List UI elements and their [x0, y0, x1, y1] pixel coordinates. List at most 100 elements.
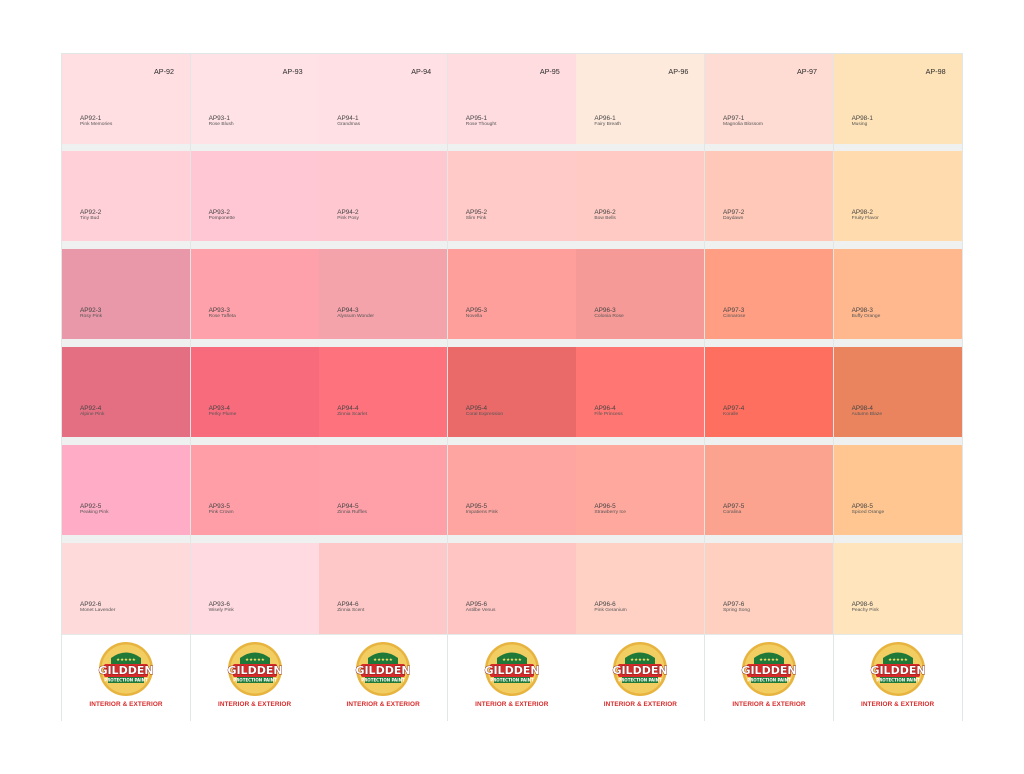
color-swatch: AP95-4 Coral Expression: [447, 347, 576, 437]
color-swatch: AP-97 AP97-1 Magnolia Blossom: [705, 54, 833, 144]
swatch-name: Perky Plume: [208, 412, 237, 417]
color-family-column: AP94-6 Zinnia Scent AP94-5 Zinnia Ruffles AP…: [319, 54, 448, 721]
logo-stars: ★★★★★: [373, 657, 393, 663]
swatch-code: AP95-1: [465, 115, 488, 122]
color-family-column: AP92-6 Monet Lavender AP92-5 Peaking Pink AP…: [62, 54, 190, 721]
swatch-name: Tiny Bud: [80, 216, 100, 221]
tagline: INTERIOR & EXTERIOR: [89, 701, 163, 708]
swatch-name: Daydawn: [723, 216, 744, 221]
swatch-code: AP98-1: [851, 115, 873, 122]
swatch-name: Cinnarose: [723, 314, 746, 319]
family-code-label: AP-97: [797, 67, 817, 76]
swatch-name: Zinnia Scarlet: [337, 412, 368, 417]
swatch-name: Rosy Pink: [80, 314, 103, 319]
swatch-code: AP93-5: [208, 503, 230, 510]
color-swatch: AP95-2 Slim Pink: [447, 151, 576, 241]
logo-word: GILDDEN: [356, 664, 411, 677]
logo-word: GILDDEN: [98, 664, 153, 677]
color-chart: AP92-6 Monet Lavender AP92-5 Peaking Pink AP…: [61, 53, 963, 721]
logo-stars: ★★★★★: [116, 657, 136, 663]
color-family-column: AP98-6 Peachy Pink AP98-5 Spiced Orange AP98…: [833, 54, 962, 721]
color-swatch: AP92-5 Peaking Pink: [62, 445, 190, 535]
swatch-code: AP94-5: [337, 503, 359, 510]
logo-subtitle: PROTECTION PAINT: [233, 678, 277, 683]
tagline: INTERIOR & EXTERIOR: [346, 701, 420, 708]
swatch-name: Pomponette: [208, 216, 235, 221]
swatch-code: AP96-6: [594, 601, 616, 608]
color-family-column: AP96-6 Pink Geranium AP96-5 Strawberry Ice A…: [576, 54, 705, 721]
logo-word: GILDDEN: [227, 664, 282, 677]
color-swatch: AP96-2 Bow Bells: [576, 151, 705, 241]
swatch-name: Pink Geranium: [594, 608, 627, 613]
color-swatch: AP97-5 Coralina: [705, 445, 833, 535]
swatch-name: Novella: [465, 314, 483, 319]
swatch-code: AP93-6: [208, 601, 230, 608]
logo-word: GILDDEN: [741, 664, 796, 677]
swatch-name: Strawberry Ice: [594, 510, 626, 515]
swatch-code: AP93-1: [208, 115, 230, 122]
swatch-code: AP93-2: [208, 209, 230, 216]
logo-word: GILDDEN: [870, 664, 925, 677]
logo-subtitle: PROTECTION PAINT: [747, 678, 791, 683]
swatch-code: AP97-4: [723, 405, 745, 412]
swatch-code: AP97-3: [723, 307, 745, 314]
color-swatch: AP94-4 Zinnia Scarlet: [319, 347, 448, 437]
swatch-name: Peachy Pink: [851, 608, 879, 613]
color-swatch: AP-96 AP96-1 Fairy Breath: [576, 54, 705, 144]
swatch-name: Coralina: [723, 510, 742, 515]
swatch-name: Coral Expression: [465, 412, 504, 417]
swatch-code: AP94-1: [337, 115, 359, 122]
logo-stars: ★★★★★: [245, 657, 265, 663]
swatch-code: AP97-5: [723, 503, 745, 510]
brand-footer: ★★★★★ GILDDEN PROTECTION PAINT INTERIOR …: [62, 634, 190, 721]
swatch-name: Spring Song: [723, 608, 750, 613]
swatch-name: Alpine Pink: [80, 412, 105, 417]
swatch-name: Fruity Flavor: [851, 216, 879, 221]
color-swatch: AP96-4 Fife Princess: [576, 347, 705, 437]
swatch-name: Autumn Blaze: [851, 412, 883, 417]
swatch-code: AP92-3: [80, 307, 102, 314]
color-swatch: AP-92 AP92-1 Pink Memories: [62, 54, 190, 144]
color-swatch: AP95-3 Novella: [447, 249, 576, 339]
color-swatch: AP93-5 Pink Crown: [190, 445, 319, 535]
swatch-code: AP98-5: [851, 503, 873, 510]
swatch-code: AP94-3: [337, 307, 359, 314]
brand-footer: ★★★★★ GILDDEN PROTECTION PAINT INTERIOR …: [190, 634, 319, 721]
logo-subtitle: PROTECTION PAINT: [361, 678, 405, 683]
swatch-code: AP94-6: [337, 601, 359, 608]
swatch-code: AP97-6: [723, 601, 745, 608]
color-swatch: AP95-6 Astilbe Venus: [447, 543, 576, 634]
tagline: INTERIOR & EXTERIOR: [475, 701, 549, 708]
brand-footer: ★★★★★ GILDDEN PROTECTION PAINT INTERIOR …: [319, 634, 448, 721]
swatch-name: Pink Memories: [80, 122, 113, 127]
swatch-name: Pink Crown: [208, 510, 234, 515]
color-swatch: AP98-6 Peachy Pink: [833, 543, 962, 634]
color-swatch: AP98-3 Buffy Orange: [833, 249, 962, 339]
color-swatch: AP94-5 Zinnia Ruffles: [319, 445, 448, 535]
logo-word: GILDDEN: [484, 664, 539, 677]
family-code-label: AP-95: [539, 67, 560, 76]
swatch-code: AP95-4: [465, 405, 488, 412]
swatch-code: AP95-6: [465, 601, 488, 608]
brand-footer: ★★★★★ GILDDEN PROTECTION PAINT INTERIOR …: [447, 634, 576, 721]
swatch-name: Monet Lavender: [80, 608, 116, 613]
swatch-name: Zinnia Scent: [337, 608, 365, 613]
swatch-code: AP94-2: [337, 209, 359, 216]
color-swatch: AP-95 AP95-1 Rose Thought: [447, 54, 576, 144]
swatch-name: Grandmas: [337, 122, 361, 127]
logo-subtitle: PROTECTION PAINT: [104, 678, 148, 683]
swatch-name: Musing: [851, 122, 868, 127]
color-swatch: AP97-4 Koralle: [705, 347, 833, 437]
swatch-name: Rose Thought: [465, 122, 497, 127]
swatch-code: AP96-4: [594, 405, 616, 412]
swatch-name: Impatiens Pink: [465, 510, 498, 515]
color-swatch: AP96-6 Pink Geranium: [576, 543, 705, 634]
tagline: INTERIOR & EXTERIOR: [217, 701, 292, 708]
swatch-name: Zinnia Ruffles: [337, 510, 367, 515]
swatch-name: Magnolia Blossom: [723, 122, 763, 127]
gildden-logo-icon: ★★★★★ GILDDEN PROTECTION PAINT: [484, 642, 540, 696]
color-family-column: AP93-6 Wisely Pink AP93-5 Pink Crown AP93-4 P…: [190, 54, 319, 721]
swatch-code: AP95-2: [465, 209, 488, 216]
brand-footer: ★★★★★ GILDDEN PROTECTION PAINT INTERIOR …: [576, 634, 705, 721]
brand-footer: ★★★★★ GILDDEN PROTECTION PAINT INTERIOR …: [705, 634, 833, 721]
